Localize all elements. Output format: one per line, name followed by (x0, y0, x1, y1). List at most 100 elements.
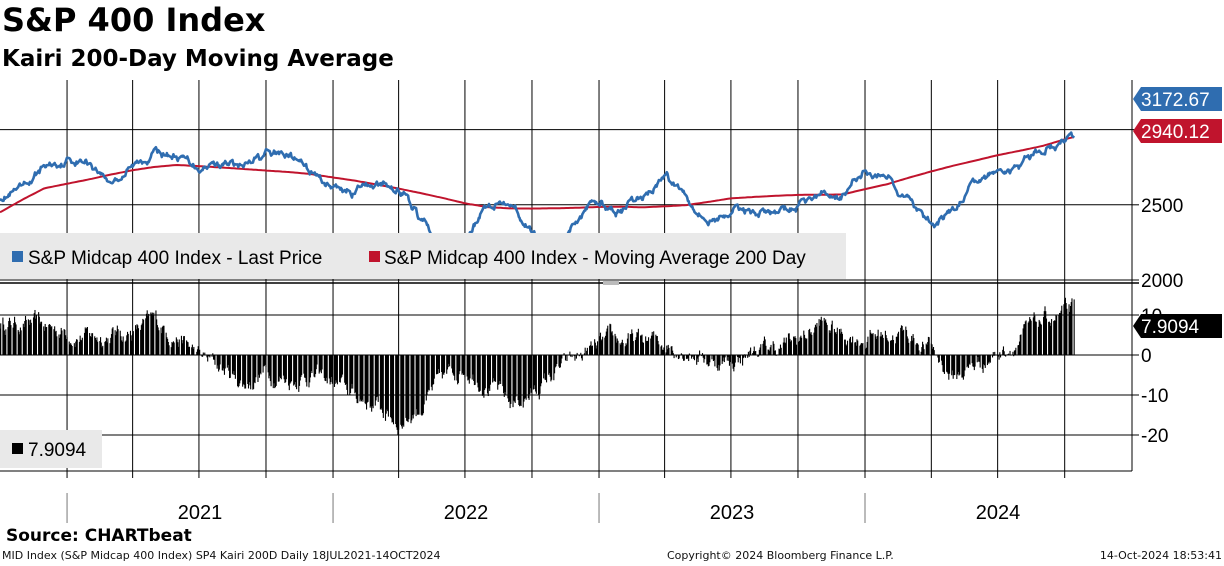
kairi-bar (900, 325, 902, 355)
legend-label-last-price: S&P Midcap 400 Index - Last Price (28, 248, 322, 269)
kairi-bar (97, 341, 99, 355)
kairi-bar (229, 355, 231, 379)
kairi-bar (428, 355, 430, 391)
kairi-bar (186, 340, 188, 355)
kairi-bar (316, 355, 318, 365)
kairi-bar (46, 326, 48, 355)
kairi-bar (425, 355, 427, 401)
footer-timestamp: 14-Oct-2024 18:53:41 (1099, 549, 1222, 562)
kairi-bar (860, 344, 862, 355)
kairi-bar (921, 347, 923, 355)
kairi-bar (809, 333, 811, 355)
kairi-bar (543, 355, 545, 374)
kairi-bar (946, 355, 948, 373)
kairi-bar (999, 352, 1001, 355)
kairi-bar (816, 323, 818, 355)
legend-swatch-kairi (12, 443, 23, 454)
kairi-bar (280, 355, 282, 380)
kairi-bar (252, 355, 254, 390)
kairi-bar (830, 330, 832, 355)
kairi-bar (789, 338, 791, 355)
kairi-bar (1032, 317, 1034, 355)
kairi-bar (352, 355, 354, 389)
kairi-bar (752, 351, 755, 355)
panel-resize-handle (603, 281, 619, 285)
kairi-bar (471, 355, 473, 380)
kairi-bar (1024, 321, 1026, 355)
kairi-bar (120, 336, 122, 355)
kairi-bar (926, 345, 928, 355)
kairi-bar (942, 355, 944, 372)
kairi-bar (734, 355, 736, 367)
legends: S&P Midcap 400 Index - Last Price S&P Mid… (0, 233, 846, 468)
kairi-bar (671, 346, 673, 355)
kairi-bar (871, 333, 873, 355)
kairi-bar (922, 341, 924, 355)
kairi-bar (787, 333, 790, 355)
kairi-bar (1022, 328, 1024, 355)
kairi-bar (218, 355, 220, 372)
kairi-bar (728, 355, 730, 361)
kairi-bar (324, 355, 326, 381)
kairi-bar (576, 352, 578, 355)
kairi-bar (540, 355, 542, 387)
kairi-bar (65, 335, 67, 355)
kairi-bar (844, 339, 846, 355)
kairi-bar (554, 355, 556, 368)
kairi-bar (183, 336, 185, 355)
kairi-bar (627, 333, 629, 355)
kairi-bar (153, 312, 155, 355)
kairi-bar (285, 355, 287, 383)
kairi-bar (365, 355, 367, 405)
kairi-bar (870, 332, 872, 355)
kairi-bar (1063, 304, 1065, 355)
kairi-bar (517, 355, 519, 401)
kairi-bar (430, 355, 432, 387)
price-legend-box (0, 233, 846, 279)
kairi-bar (32, 317, 35, 355)
kairi-bar (611, 331, 613, 355)
kairi-bar (1043, 317, 1045, 355)
kairi-bar (607, 325, 609, 355)
kairi-bar (821, 320, 823, 355)
kairi-bar (248, 355, 250, 383)
kairi-bar (594, 342, 596, 355)
kairi-bar (1025, 320, 1027, 355)
kairi-bar (438, 355, 440, 373)
kairi-bar (379, 355, 381, 410)
kairi-bar (809, 328, 811, 355)
last-price-badge: 3172.67 (1141, 90, 1210, 111)
kairi-bar (743, 355, 745, 358)
kairi-bar (1034, 315, 1036, 355)
kairi-bar (872, 333, 874, 355)
kairi-bar (386, 355, 388, 410)
kairi-bar (513, 355, 515, 401)
kairi-bar (453, 355, 455, 376)
kairi-bar (507, 355, 509, 399)
kairi-bar (70, 343, 72, 355)
kairi-bar (277, 355, 279, 382)
kairi-bar (243, 355, 245, 385)
kairi-bar (458, 355, 460, 375)
kairi-bar (58, 334, 60, 355)
kairi-bar (27, 319, 29, 355)
kairi-bar (295, 355, 297, 388)
kairi-bar (976, 355, 978, 363)
kairi-bar (693, 355, 695, 359)
kairi-bar (204, 352, 206, 355)
kairi-bar (115, 335, 117, 355)
kairi-bar (137, 325, 139, 355)
kairi-bar (790, 341, 792, 355)
kairi-bar (1070, 302, 1072, 355)
kairi-bar (742, 355, 744, 359)
legend-label-kairi: 7.9094 (28, 440, 87, 461)
kairi-bar (221, 355, 223, 371)
kairi-bar (559, 355, 561, 368)
kairi-bar (701, 353, 704, 355)
kairi-bar (29, 324, 31, 355)
kairi-bar (278, 355, 280, 382)
kairi-bar (597, 341, 599, 355)
kairi-bar (958, 355, 960, 376)
kairi-bar (356, 355, 358, 404)
last-price-badge-bg (1133, 87, 1222, 111)
